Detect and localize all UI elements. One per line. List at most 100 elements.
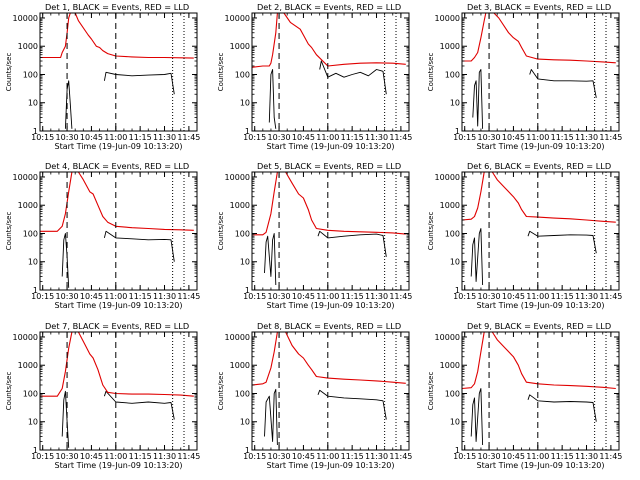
x-axis-label: Start Time (19-Jun-09 10:13:20)	[267, 142, 395, 151]
x-tick-label: 10:15	[453, 452, 476, 461]
x-tick-label: 11:45	[177, 292, 200, 301]
x-tick-label: 10:30	[268, 133, 291, 142]
lld-series-line	[251, 331, 406, 386]
y-tick-label: 10	[450, 418, 460, 427]
lld-series-line	[40, 331, 194, 397]
y-tick-label: 1000	[440, 361, 460, 370]
y-tick-label: 1000	[18, 201, 38, 210]
x-tick-label: 10:45	[502, 292, 525, 301]
x-tick-label: 11:15	[341, 133, 364, 142]
x-axis-label: Start Time (19-Jun-09 10:13:20)	[55, 301, 183, 310]
y-tick-label: 10000	[225, 333, 250, 342]
plot-frame	[461, 171, 620, 291]
x-tick-label: 11:30	[575, 133, 598, 142]
y-tick-label: 100	[445, 229, 460, 238]
x-tick-label: 10:15	[31, 452, 54, 461]
x-tick-label: 10:15	[453, 133, 476, 142]
x-tick-label: 11:00	[526, 292, 549, 301]
events-series-line	[64, 71, 175, 129]
y-axis-label: Counts/sec	[427, 212, 435, 251]
x-axis-label: Start Time (19-Jun-09 10:13:20)	[55, 461, 183, 470]
y-tick-label: 10000	[435, 14, 460, 23]
detector-panel: 1 10 100 1000 10000 10:15 10:30 10:45 11:00 11:15…	[5, 161, 200, 310]
x-tick-label: 10:45	[80, 452, 103, 461]
events-series-line	[264, 388, 387, 446]
x-axis-label: Start Time (19-Jun-09 10:13:20)	[267, 461, 395, 470]
y-tick-label: 10000	[13, 333, 38, 342]
x-tick-label: 10:45	[80, 292, 103, 301]
events-series-line	[472, 69, 597, 129]
x-tick-label: 10:30	[56, 133, 79, 142]
y-tick-label: 10	[28, 418, 38, 427]
x-axis-label: Start Time (19-Jun-09 10:13:20)	[55, 142, 183, 151]
x-tick-label: 11:45	[389, 292, 412, 301]
y-tick-label: 10	[28, 99, 38, 108]
y-tick-label: 10000	[435, 333, 460, 342]
y-axis-label: Counts/sec	[5, 212, 13, 251]
x-tick-label: 11:00	[526, 452, 549, 461]
x-tick-label: 10:15	[31, 292, 54, 301]
x-tick-label: 10:15	[31, 133, 54, 142]
y-axis-label: Counts/sec	[217, 212, 225, 251]
plot-frame	[251, 12, 410, 132]
events-series-line	[268, 60, 387, 129]
x-tick-label: 11:00	[104, 292, 127, 301]
plot-frame	[39, 12, 198, 132]
plot-frame	[461, 331, 620, 451]
x-tick-label: 11:45	[389, 452, 412, 461]
y-tick-label: 1000	[440, 42, 460, 51]
y-axis-label: Counts/sec	[5, 53, 13, 92]
events-series-line	[470, 388, 597, 446]
events-series-line	[470, 228, 597, 286]
y-tick-label: 100	[445, 70, 460, 79]
y-tick-label: 10	[240, 258, 250, 267]
x-tick-label: 11:00	[316, 292, 339, 301]
detector-panel: 1 10 100 1000 10000 10:15 10:30 10:45 11:00 11:15…	[217, 321, 412, 470]
x-tick-label: 11:00	[526, 133, 549, 142]
panel-title: Det 1, BLACK = Events, RED = LLD	[45, 2, 189, 12]
x-tick-label: 11:30	[575, 452, 598, 461]
y-axis-label: Counts/sec	[217, 372, 225, 411]
y-tick-label: 1000	[230, 42, 250, 51]
y-tick-label: 1000	[230, 201, 250, 210]
y-tick-label: 10000	[225, 14, 250, 23]
x-tick-label: 11:30	[575, 292, 598, 301]
y-tick-label: 10000	[13, 14, 38, 23]
y-tick-label: 1	[33, 286, 38, 295]
y-tick-label: 1	[245, 286, 250, 295]
events-series-line	[264, 230, 387, 286]
panel-title: Det 3, BLACK = Events, RED = LLD	[467, 2, 611, 12]
panel-title: Det 6, BLACK = Events, RED = LLD	[467, 161, 611, 171]
x-tick-label: 11:30	[365, 452, 388, 461]
x-tick-label: 11:15	[551, 133, 574, 142]
x-tick-label: 10:45	[292, 452, 315, 461]
detector-panel: 1 10 100 1000 10000 10:15 10:30 10:45 11:00 11:15…	[427, 161, 622, 310]
x-tick-label: 10:30	[478, 452, 501, 461]
y-tick-label: 1	[245, 127, 250, 136]
x-tick-label: 10:30	[56, 452, 79, 461]
panel-title: Det 2, BLACK = Events, RED = LLD	[257, 2, 401, 12]
plot-frame	[39, 331, 198, 451]
x-tick-label: 11:15	[129, 452, 152, 461]
y-tick-label: 1	[33, 127, 38, 136]
x-tick-label: 10:15	[243, 452, 266, 461]
x-tick-label: 11:30	[153, 452, 176, 461]
y-tick-label: 10	[28, 258, 38, 267]
x-tick-label: 11:30	[153, 133, 176, 142]
x-tick-label: 10:45	[292, 292, 315, 301]
x-tick-label: 11:00	[104, 133, 127, 142]
lld-series-line	[252, 171, 406, 236]
detector-panel: 1 10 100 1000 10000 10:15 10:30 10:45 11:00 11:15…	[427, 321, 622, 470]
y-tick-label: 100	[235, 229, 250, 238]
x-tick-label: 10:15	[243, 292, 266, 301]
y-tick-label: 1000	[230, 361, 250, 370]
lld-series-line	[251, 12, 406, 68]
lld-series-line	[461, 171, 616, 223]
x-tick-label: 10:45	[502, 452, 525, 461]
panel-title: Det 8, BLACK = Events, RED = LLD	[257, 321, 401, 331]
x-tick-label: 11:00	[316, 452, 339, 461]
y-tick-label: 10	[450, 99, 460, 108]
panel-title: Det 7, BLACK = Events, RED = LLD	[45, 321, 189, 331]
x-tick-label: 10:30	[268, 292, 291, 301]
